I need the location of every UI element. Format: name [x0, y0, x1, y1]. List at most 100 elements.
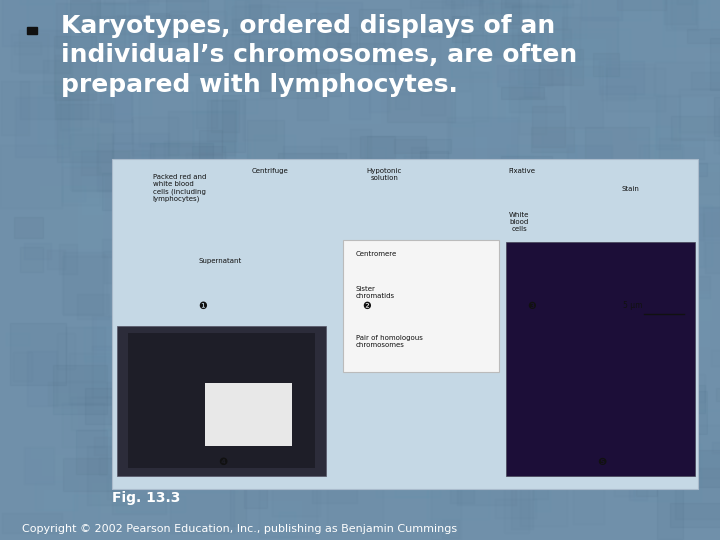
Bar — [24, 242, 50, 260]
Bar — [636, 129, 681, 164]
Bar — [624, 375, 656, 413]
Bar — [505, 5, 570, 57]
Bar — [327, 477, 383, 532]
Bar — [120, 199, 174, 253]
Bar — [501, 0, 518, 24]
Bar — [205, 383, 292, 445]
Bar — [168, 111, 235, 155]
Bar — [617, 269, 642, 297]
Bar — [646, 384, 705, 413]
Bar — [315, 27, 357, 57]
Bar — [598, 61, 644, 93]
Bar — [24, 447, 55, 484]
Bar — [428, 474, 489, 518]
Bar — [153, 516, 213, 539]
Bar — [670, 503, 720, 526]
Bar — [369, 56, 390, 112]
Bar — [139, 315, 166, 370]
Bar — [212, 63, 245, 84]
Bar — [59, 244, 76, 274]
Bar — [411, 147, 428, 189]
Bar — [415, 421, 466, 466]
Bar — [19, 82, 88, 119]
Bar — [202, 0, 233, 14]
Bar — [462, 35, 534, 57]
Bar — [71, 397, 136, 430]
Bar — [457, 429, 510, 477]
Bar — [283, 146, 337, 176]
Bar — [117, 326, 325, 476]
Bar — [671, 116, 720, 140]
Bar — [492, 379, 539, 396]
Bar — [181, 306, 246, 354]
Bar — [552, 84, 616, 112]
Text: Hypotonic
solution: Hypotonic solution — [366, 167, 402, 180]
Bar — [94, 437, 109, 455]
Bar — [105, 418, 150, 435]
Bar — [611, 416, 627, 461]
Bar — [477, 213, 505, 262]
Bar — [330, 313, 368, 372]
Bar — [562, 177, 588, 205]
Bar — [643, 244, 703, 257]
Bar — [91, 2, 145, 57]
Bar — [710, 38, 720, 90]
Bar — [97, 0, 114, 21]
Bar — [193, 111, 238, 151]
Bar — [528, 306, 557, 333]
Bar — [574, 0, 605, 19]
Bar — [703, 207, 720, 236]
Bar — [501, 87, 544, 99]
Bar — [217, 240, 249, 270]
Bar — [343, 240, 499, 372]
Bar — [1, 145, 62, 207]
Bar — [525, 356, 568, 376]
Bar — [150, 143, 213, 180]
Bar — [672, 400, 690, 461]
Bar — [336, 167, 402, 221]
Bar — [313, 416, 360, 435]
Bar — [404, 156, 446, 191]
Bar — [251, 168, 320, 232]
Bar — [353, 222, 400, 261]
Bar — [111, 407, 138, 463]
Bar — [421, 2, 454, 38]
Bar — [269, 353, 294, 408]
Bar — [444, 0, 481, 5]
Bar — [102, 173, 132, 210]
Bar — [233, 279, 254, 298]
Bar — [371, 436, 392, 459]
Bar — [228, 326, 275, 359]
Bar — [374, 17, 395, 71]
Bar — [69, 353, 127, 403]
Bar — [643, 211, 681, 227]
Bar — [671, 0, 696, 28]
Bar — [79, 16, 142, 33]
Bar — [486, 3, 541, 54]
Bar — [117, 16, 186, 28]
Bar — [498, 81, 531, 120]
Bar — [600, 359, 636, 411]
Bar — [62, 186, 85, 201]
Bar — [657, 474, 683, 539]
Bar — [245, 288, 275, 349]
Bar — [139, 92, 193, 146]
Bar — [63, 252, 103, 315]
Bar — [47, 250, 66, 269]
Bar — [104, 73, 151, 114]
Bar — [314, 461, 329, 473]
Bar — [569, 242, 585, 258]
Bar — [330, 65, 379, 124]
Bar — [443, 177, 505, 212]
Bar — [56, 3, 125, 49]
Text: Centrifuge: Centrifuge — [252, 167, 289, 173]
Bar — [243, 240, 309, 259]
Bar — [171, 166, 213, 231]
Bar — [279, 32, 297, 46]
Bar — [315, 2, 361, 31]
Bar — [103, 429, 174, 447]
Bar — [186, 153, 226, 177]
Bar — [498, 65, 552, 86]
Bar — [325, 34, 384, 52]
Bar — [535, 452, 550, 510]
